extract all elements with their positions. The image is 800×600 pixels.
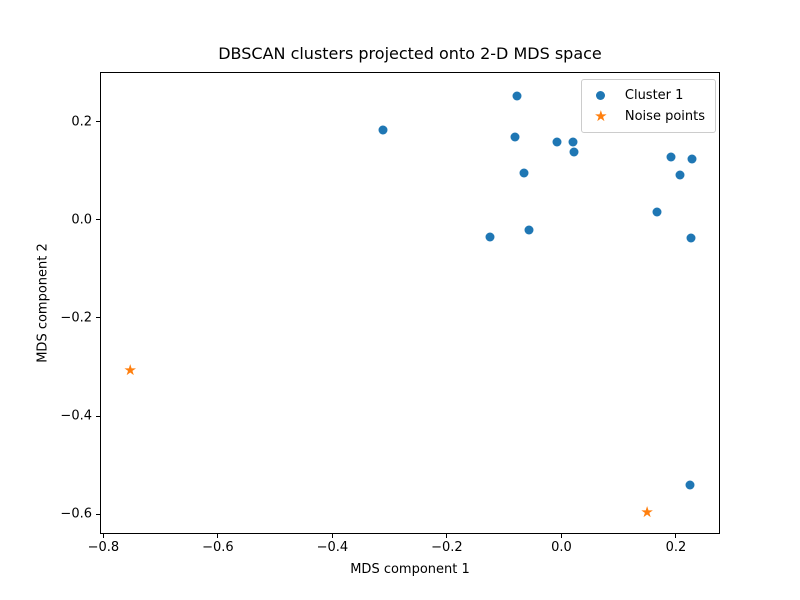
x-tick-label: −0.8: [87, 540, 120, 555]
y-tick-mark: [96, 317, 100, 319]
chart-title: DBSCAN clusters projected onto 2-D MDS s…: [218, 44, 602, 63]
x-tick-mark: [560, 534, 562, 538]
cluster1-point: [652, 207, 662, 217]
x-tick-mark: [675, 534, 677, 538]
y-tick-label: −0.2: [60, 310, 92, 326]
cluster1-point: [485, 232, 495, 242]
x-tick-label: −0.6: [202, 540, 234, 555]
x-tick-label: 0.2: [665, 540, 687, 555]
cluster1-circle-icon: [590, 91, 612, 100]
legend-label-cluster1: Cluster 1: [624, 88, 684, 103]
x-tick-mark: [446, 534, 448, 538]
legend-item-cluster1: Cluster 1: [590, 85, 705, 106]
cluster1-point: [378, 125, 388, 135]
y-tick-mark: [96, 415, 100, 417]
x-tick-mark: [217, 534, 219, 538]
legend: Cluster 1 ★ Noise points: [580, 79, 716, 133]
cluster1-point: [675, 170, 685, 180]
cluster1-point: [666, 152, 676, 162]
y-axis-label: MDS component 2: [35, 243, 51, 363]
y-tick-mark: [96, 219, 100, 221]
noise-star-icon: ★: [594, 107, 608, 125]
x-tick-label: 0.0: [551, 540, 572, 555]
cluster1-point: [512, 91, 522, 101]
cluster1-point: [552, 137, 562, 147]
cluster1-point: [510, 132, 520, 142]
cluster1-point: [569, 147, 579, 157]
cluster1-point: [524, 225, 534, 235]
plot-area: ★ ★ Cluster 1 ★ Noise points: [100, 72, 720, 534]
noise-point: ★: [640, 503, 654, 522]
y-tick-mark: [96, 121, 100, 123]
x-tick-mark: [331, 534, 333, 538]
x-axis-label: MDS component 1: [350, 562, 470, 577]
x-tick-label: −0.4: [316, 540, 349, 555]
x-tick-label: −0.2: [431, 540, 463, 555]
y-tick-label: 0.2: [71, 114, 92, 130]
noise-point: ★: [123, 360, 137, 379]
cluster1-point: [687, 154, 697, 164]
cluster1-point: [568, 137, 578, 147]
y-tick-mark: [96, 513, 100, 515]
cluster1-point: [519, 168, 529, 178]
legend-item-noise: ★ Noise points: [590, 106, 705, 127]
y-tick-label: 0.0: [71, 212, 92, 228]
cluster1-point: [685, 480, 695, 490]
x-tick-mark: [102, 534, 104, 538]
cluster1-point: [686, 233, 696, 243]
legend-label-noise: Noise points: [624, 109, 705, 124]
y-tick-label: −0.6: [60, 506, 92, 522]
y-tick-label: −0.4: [60, 408, 92, 424]
